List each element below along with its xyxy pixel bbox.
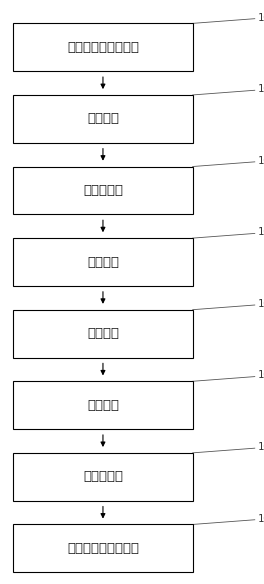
Bar [13, 23, 193, 71]
Text: 102.: 102. [257, 84, 264, 94]
Text: 101.: 101. [257, 12, 264, 23]
Text: 提取黏粒级: 提取黏粒级 [83, 184, 123, 197]
Text: 获得岩心的新鲜部分: 获得岩心的新鲜部分 [67, 41, 139, 54]
Text: 107.: 107. [257, 442, 264, 452]
Text: 抽提处理: 抽提处理 [87, 256, 119, 269]
Bar [13, 166, 193, 214]
Text: 106.: 106. [257, 370, 264, 380]
Text: 104.: 104. [257, 227, 264, 237]
Text: 轻重烃的分离及检测: 轻重烃的分离及检测 [67, 542, 139, 555]
Bar [13, 95, 193, 143]
Text: 108.: 108. [257, 513, 264, 524]
Text: 105.: 105. [257, 299, 264, 309]
Text: 皂化处理: 皂化处理 [87, 327, 119, 340]
Bar [13, 381, 193, 429]
Bar [13, 453, 193, 500]
Text: 103.: 103. [257, 156, 264, 166]
Bar [13, 238, 193, 286]
Bar [13, 310, 193, 357]
Bar [13, 524, 193, 572]
Text: 粉碎浸泡: 粉碎浸泡 [87, 112, 119, 126]
Text: 去矿物处理: 去矿物处理 [83, 470, 123, 484]
Text: 酸解处理: 酸解处理 [87, 399, 119, 412]
